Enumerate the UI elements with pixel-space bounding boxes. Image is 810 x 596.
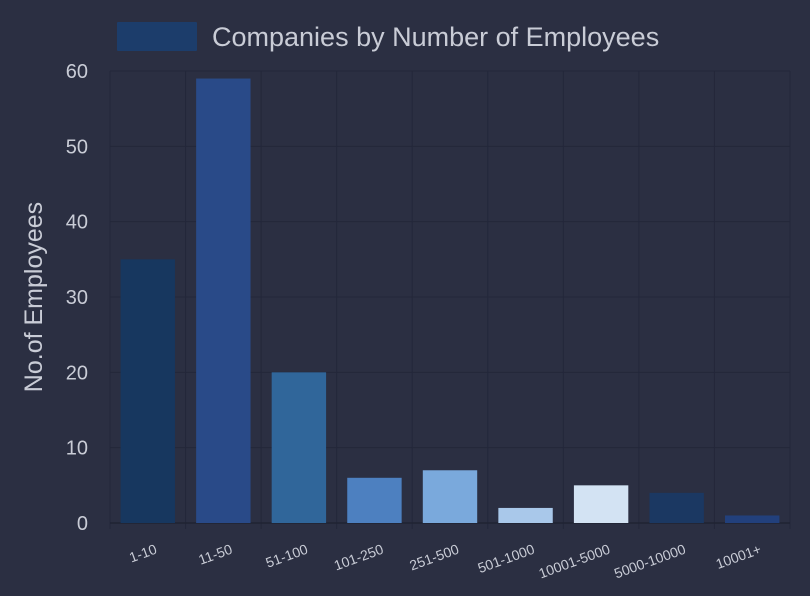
x-tick-label: 11-50 (196, 541, 234, 568)
legend-swatch (117, 22, 197, 51)
y-tick-label: 20 (66, 362, 88, 384)
legend[interactable]: Companies by Number of Employees (117, 22, 659, 52)
bars (120, 78, 780, 524)
bar-10001+[interactable] (725, 515, 780, 523)
bar-101-250[interactable] (347, 477, 402, 523)
bar-1-10[interactable] (120, 259, 175, 523)
x-tick-label: 501-1000 (476, 541, 537, 576)
y-tick-label: 60 (66, 61, 88, 83)
y-tick-label: 40 (66, 212, 88, 234)
x-tick-label: 10001+ (714, 541, 764, 572)
bar-11-50[interactable] (196, 78, 251, 524)
x-axis-ticks: 1-10 11-50 51-100 101-250 251-500 501-1000 100… (127, 541, 763, 582)
y-axis-ticks: 0 10 20 30 40 50 60 (66, 61, 88, 535)
y-tick-label: 50 (66, 136, 88, 158)
bar-501-1000[interactable] (498, 507, 553, 523)
y-tick-label: 30 (66, 287, 88, 309)
y-tick-label: 10 (66, 438, 88, 460)
x-tick-label: 51-100 (263, 541, 310, 571)
x-tick-label: 10001-5000 (536, 541, 612, 582)
bar-10001-5000[interactable] (573, 485, 629, 523)
legend-label: Companies by Number of Employees (212, 22, 659, 52)
x-tick-label: 251-500 (407, 541, 461, 574)
y-tick-label: 0 (77, 513, 88, 535)
y-axis-label: No.of Employees (20, 202, 48, 392)
x-tick-label: 101-250 (332, 541, 386, 574)
bar-5000-10000[interactable] (649, 492, 704, 523)
x-tick-label: 5000-10000 (612, 541, 688, 582)
x-tick-label: 1-10 (127, 541, 159, 566)
bar-251-500[interactable] (422, 470, 478, 523)
bar-51-100[interactable] (271, 372, 327, 523)
